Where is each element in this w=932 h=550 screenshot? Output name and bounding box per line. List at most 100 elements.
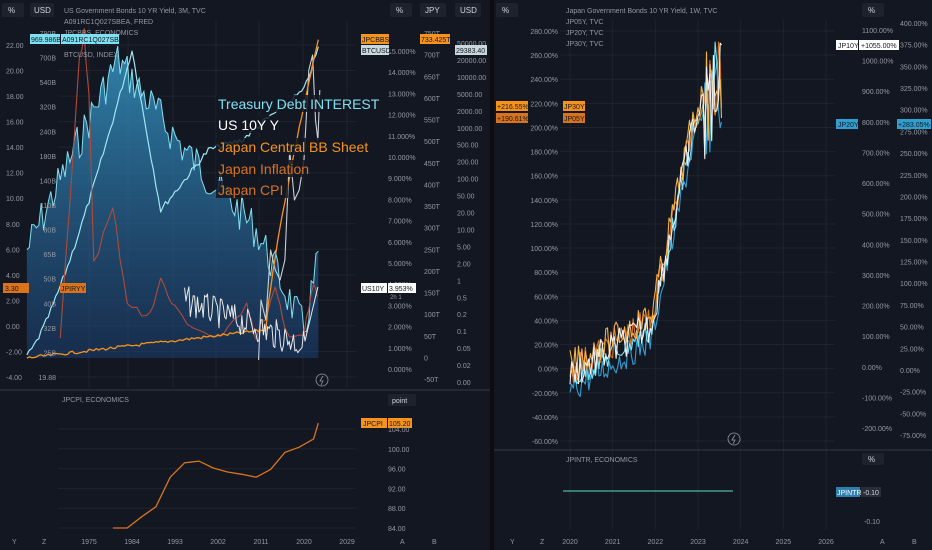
jp05y-line bbox=[569, 51, 723, 373]
left-axis-pct-tick: 0.00 bbox=[6, 324, 20, 331]
right-legend: Japan Government Bonds 10 YR Yield, 1W, … bbox=[566, 8, 718, 48]
jpcpi-axis-tick: 100.00 bbox=[388, 447, 410, 454]
right-axis-right-tick: 175.00% bbox=[900, 216, 928, 223]
left-axis-jpy-tick: 550T bbox=[424, 118, 441, 125]
jpintr-axis-tick: -0.10 bbox=[864, 519, 880, 526]
right-axis-mid-tick: 100.00% bbox=[862, 334, 890, 341]
left-axis-jpy-tick: 350T bbox=[424, 204, 441, 211]
badge-jp10y-name: JP10Y bbox=[838, 43, 859, 50]
right-x-tick: 2023 bbox=[690, 539, 706, 546]
right-axis-mid-tick: 1000.00% bbox=[862, 59, 894, 66]
unit-button-usd[interactable] bbox=[30, 3, 54, 17]
legend-jp20y[interactable]: JP20Y, TVC bbox=[566, 30, 604, 37]
left-axis-pct2-tick: 15.000% bbox=[388, 49, 416, 56]
left-axis-usd2-tick: 100.00 bbox=[457, 177, 479, 184]
badge-jpcbbs-value: 733.425T bbox=[421, 37, 451, 44]
badge-jp10y-value-box bbox=[859, 40, 899, 50]
legend-jpcpi[interactable]: JPCPI, ECONOMICS bbox=[62, 397, 129, 404]
left-axis-pct2-tick: 12.000% bbox=[388, 113, 416, 120]
right-axis-right: 400.00% 375.00% 350.00% 325.00% 300.00% 275.0… bbox=[900, 21, 928, 440]
left-axis-usd2-tick: 500.00 bbox=[457, 143, 479, 150]
right-axis-left-tick: 140.00% bbox=[530, 198, 558, 205]
right-x-tick: 2025 bbox=[776, 539, 792, 546]
left-axis-jpy-tick: 600T bbox=[424, 96, 441, 103]
lightning-icon[interactable] bbox=[315, 373, 329, 387]
legend-jpintr[interactable]: JPINTR, ECONOMICS bbox=[566, 457, 638, 464]
unit-button-jpy[interactable] bbox=[420, 3, 446, 17]
right-axis-mid-tick: 1100.00% bbox=[862, 28, 893, 35]
right-corner-a: A bbox=[880, 539, 885, 546]
legend-btcusd[interactable]: BTCUSD, INDEX bbox=[64, 52, 118, 59]
left-axis-usd2-tick: 10.00 bbox=[457, 227, 475, 234]
right-axis-right-tick: -50.00% bbox=[900, 411, 926, 418]
overlay-label-bg-5 bbox=[216, 181, 288, 198]
legend-us10y[interactable]: US Government Bonds 10 YR Yield, 3M, TVC bbox=[64, 8, 206, 15]
left-axis-usd-tick: 540B bbox=[40, 80, 57, 87]
right-unit-button-pct[interactable] bbox=[496, 3, 518, 17]
left-axis-pct2-tick: 6.000% bbox=[388, 240, 412, 247]
chart-split-divider[interactable] bbox=[490, 0, 494, 550]
right-axis-mid-tick: 600.00% bbox=[862, 181, 890, 188]
legend-jp05y[interactable]: JP05Y, TVC bbox=[566, 19, 604, 26]
left-axis-pct-tick: 10.00 bbox=[6, 196, 24, 203]
badge-us10y-name: US10Y bbox=[362, 286, 385, 293]
legend-jp10y[interactable]: Japan Government Bonds 10 YR Yield, 1W, … bbox=[566, 8, 718, 15]
right-lightning-icon[interactable] bbox=[727, 432, 741, 446]
left-axis-pct-tick: 16.00 bbox=[6, 120, 24, 127]
right-axis-right-tick: 50.00% bbox=[900, 325, 924, 332]
left-axis-usd-tick: 80B bbox=[44, 228, 57, 235]
left-area-series bbox=[26, 46, 319, 358]
left-axis-usd2-tick: 0.05 bbox=[457, 346, 471, 353]
left-axis-usd-tick: 140B bbox=[40, 178, 57, 185]
left-x-axis: 1975 1984 1993 2002 2011 2020 2029 Y Z A B bbox=[12, 539, 437, 546]
right-axis-right-tick: -25.00% bbox=[900, 390, 926, 397]
badge-jp20y-value: +283.05% bbox=[898, 122, 930, 129]
right-chart-panel[interactable]: 280.00% 260.00% 240.00% 220.00% 200.00% 180.0… bbox=[494, 3, 932, 546]
right-axis-right-tick: 250.00% bbox=[900, 151, 928, 158]
left-axis-pct-tick: 14.00 bbox=[6, 145, 24, 152]
legend-a091[interactable]: A091RC1Q027SBEA, FRED bbox=[64, 19, 153, 26]
left-axis-pct-tick: 20.00 bbox=[6, 69, 24, 76]
left-x-tick: 2020 bbox=[296, 539, 312, 546]
badge-us10y-value: 3.953% bbox=[389, 286, 413, 293]
left-axis-usd2-tick: 2.00 bbox=[457, 261, 471, 268]
right-unit-button-pct2[interactable] bbox=[862, 3, 884, 17]
point-unit-button[interactable] bbox=[388, 394, 416, 406]
right-axis-right-tick: -75.00% bbox=[900, 433, 926, 440]
badge-a091-value: 969.986B bbox=[31, 37, 61, 44]
right-axis-right-tick: 275.00% bbox=[900, 129, 928, 136]
unit-button-pct2[interactable] bbox=[390, 3, 412, 17]
overlay-labels: Treasury Debt INTEREST US 10Y Y Japan Ce… bbox=[216, 95, 380, 198]
right-axis-right-tick: 100.00% bbox=[900, 281, 928, 288]
legend-jpcbbs[interactable]: JPCBBS, ECONOMICS bbox=[64, 30, 139, 37]
unit-button-jpy-label: JPY bbox=[425, 6, 440, 15]
unit-button-usd2[interactable] bbox=[455, 3, 481, 17]
left-axis-usd-tick: 25B bbox=[44, 350, 57, 357]
unit-button-pct[interactable] bbox=[2, 3, 24, 17]
overlay-label-bg-3 bbox=[216, 138, 354, 155]
badge-jp20y-name: JP20Y bbox=[838, 122, 859, 129]
left-axis-pct2-tick: 10.000% bbox=[388, 155, 416, 162]
right-axis-right-tick: 200.00% bbox=[900, 194, 928, 201]
badge-jp10y-value: +1055.00% bbox=[861, 43, 897, 50]
badge-jpintr-value: -0.10 bbox=[863, 490, 879, 497]
left-x-tick: 2002 bbox=[210, 539, 226, 546]
right-axis-mid-tick: -100.00% bbox=[862, 395, 892, 402]
right-x-tick: 2022 bbox=[648, 539, 664, 546]
right-lower-unit-button[interactable] bbox=[862, 453, 884, 465]
right-axis-left-tick: 40.00% bbox=[534, 318, 558, 325]
badge-a091-name-box bbox=[61, 34, 119, 44]
legend-jp30y[interactable]: JP30Y, TVC bbox=[566, 41, 604, 48]
left-axis-usd2-tick: 0.00 bbox=[457, 380, 471, 387]
right-x-tick: 2020 bbox=[562, 539, 578, 546]
jpcpi-axis-tick: 88.00 bbox=[388, 506, 406, 513]
jpcpi-line bbox=[112, 422, 319, 529]
left-chart-panel[interactable]: 22.0020.0018.0016.0014.0012.0010.008.006… bbox=[0, 3, 490, 546]
left-axis-jpy-tick: 150T bbox=[424, 291, 441, 298]
left-axis-usd-tick: 50B bbox=[44, 277, 57, 284]
left-axis-pct2-tick: 11.000% bbox=[388, 134, 415, 141]
left-axis-jpy-tick: 300T bbox=[424, 226, 441, 233]
left-x-tick: 2011 bbox=[253, 539, 268, 546]
left-x-tick: 1984 bbox=[124, 539, 140, 546]
badge-a091-name: A091RC1Q027SBEA bbox=[62, 37, 128, 44]
